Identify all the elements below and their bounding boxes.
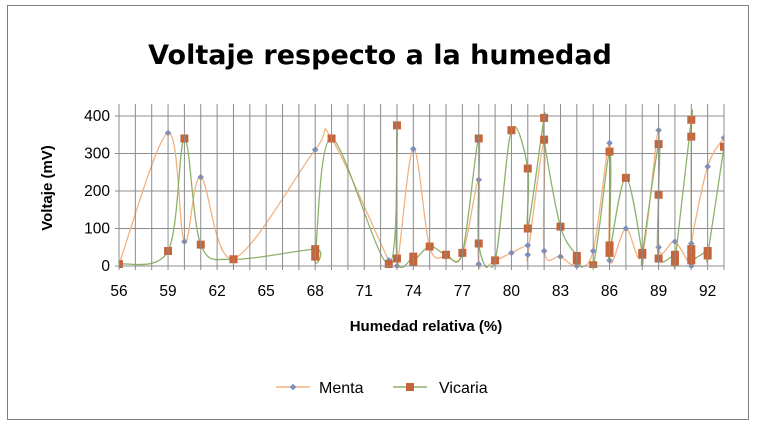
x-tick-label: 86 bbox=[601, 283, 618, 300]
data-point-vicaria bbox=[720, 142, 724, 151]
x-tick-label: 59 bbox=[159, 283, 176, 300]
axes: 0 100 200 300 400 56 59 62 65 68 71 74 77 80 83 86 89 92 bbox=[84, 104, 725, 300]
chart-frame: Voltaje respecto a la humedad 0 100 200 300… bbox=[7, 5, 749, 420]
x-tick-label: 92 bbox=[699, 283, 716, 300]
x-tick-label: 65 bbox=[258, 283, 275, 300]
data-point-vicaria bbox=[119, 260, 123, 268]
x-tick-label: 89 bbox=[650, 283, 667, 300]
legend-label-vicaria: Vicaria bbox=[439, 380, 488, 397]
x-tick-label: 83 bbox=[552, 283, 569, 300]
x-tick-label: 56 bbox=[110, 283, 127, 300]
data-point-vicaria bbox=[384, 260, 393, 268]
y-tick-label: 400 bbox=[84, 108, 110, 125]
legend-marker-menta bbox=[289, 383, 297, 391]
legend-marker-vicaria bbox=[406, 383, 414, 391]
legend-label-menta: Menta bbox=[319, 380, 364, 397]
x-tick-label: 74 bbox=[405, 283, 423, 300]
x-tick-label: 68 bbox=[307, 283, 324, 300]
gridlines bbox=[119, 115, 724, 229]
series-layer bbox=[119, 109, 724, 268]
legend: Menta Vicaria bbox=[276, 380, 488, 397]
x-tick-label: 71 bbox=[356, 283, 373, 300]
chart-title: Voltaje respecto a la humedad bbox=[148, 40, 612, 71]
y-axis-label: Voltaje (mV) bbox=[39, 145, 56, 231]
data-point-menta bbox=[720, 134, 724, 142]
y-tick-label: 200 bbox=[84, 183, 110, 200]
x-axis-label: Humedad relativa (%) bbox=[350, 318, 503, 335]
x-tick-label: 80 bbox=[503, 283, 521, 300]
y-tick-label: 100 bbox=[84, 221, 110, 238]
y-tick-label: 0 bbox=[101, 258, 110, 275]
y-tick-label: 300 bbox=[84, 146, 110, 163]
x-tick-label: 77 bbox=[454, 283, 471, 300]
chart-svg: Voltaje respecto a la humedad 0 100 200 300… bbox=[39, 40, 725, 397]
x-tick-label: 62 bbox=[208, 283, 225, 300]
